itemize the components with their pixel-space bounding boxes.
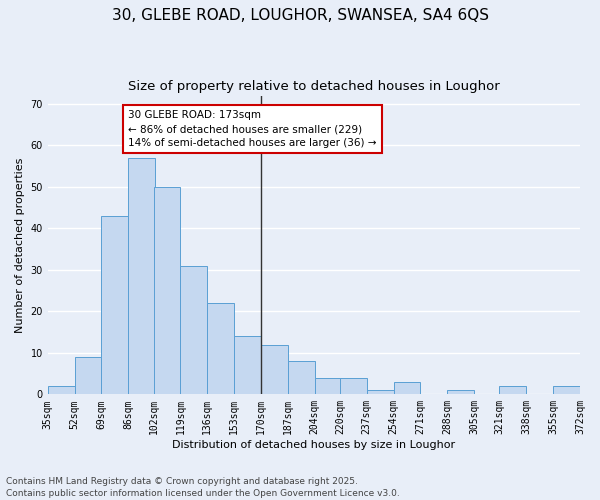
Bar <box>234 336 261 394</box>
Bar <box>181 266 207 394</box>
Bar <box>207 303 234 394</box>
Bar <box>128 158 155 394</box>
Text: 30 GLEBE ROAD: 173sqm
← 86% of detached houses are smaller (229)
14% of semi-det: 30 GLEBE ROAD: 173sqm ← 86% of detached … <box>128 110 377 148</box>
Text: Contains HM Land Registry data © Crown copyright and database right 2025.
Contai: Contains HM Land Registry data © Crown c… <box>6 476 400 498</box>
Bar <box>154 187 181 394</box>
Bar <box>553 386 580 394</box>
Bar <box>74 357 101 395</box>
Text: 30, GLEBE ROAD, LOUGHOR, SWANSEA, SA4 6QS: 30, GLEBE ROAD, LOUGHOR, SWANSEA, SA4 6Q… <box>112 8 488 22</box>
Bar <box>48 386 74 394</box>
Bar <box>340 378 367 394</box>
Bar <box>314 378 341 394</box>
Bar <box>394 382 421 394</box>
Y-axis label: Number of detached properties: Number of detached properties <box>15 158 25 332</box>
X-axis label: Distribution of detached houses by size in Loughor: Distribution of detached houses by size … <box>172 440 455 450</box>
Bar <box>448 390 474 394</box>
Bar <box>499 386 526 394</box>
Bar <box>261 344 288 395</box>
Bar <box>367 390 394 394</box>
Bar <box>101 216 128 394</box>
Bar <box>288 361 314 394</box>
Title: Size of property relative to detached houses in Loughor: Size of property relative to detached ho… <box>128 80 500 93</box>
